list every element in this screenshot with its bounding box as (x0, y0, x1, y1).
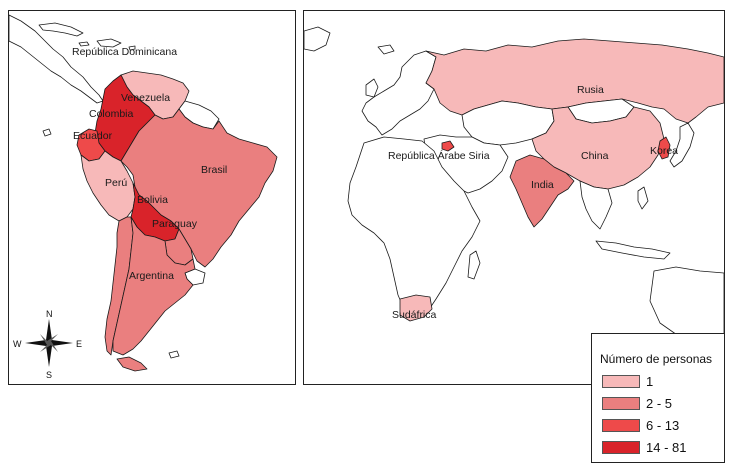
label-bolivia: Bolivia (137, 194, 168, 206)
legend-row-4: 14 - 81 (602, 439, 687, 455)
caribbean-island-small (128, 45, 136, 51)
country-argentina (112, 216, 196, 356)
compass-nw-ray (40, 334, 49, 345)
uk-landmass (365, 78, 379, 98)
compass-rose: N S E W (13, 309, 82, 380)
label-dominican-republic: República Dominicana (72, 46, 177, 58)
compass-ne-ray (47, 334, 58, 343)
map-legend: Número de personas 1 2 - 5 6 - 13 14 - 8… (591, 333, 725, 463)
label-argentina: Argentina (129, 270, 174, 282)
falkland-islands (168, 350, 180, 359)
label-ecuador: Ecuador (73, 130, 113, 142)
legend-swatch-3 (602, 418, 640, 432)
country-south-africa (399, 294, 433, 322)
legend-label-4: 14 - 81 (646, 439, 687, 455)
label-colombia: Colombia (89, 108, 134, 120)
japan-landmass (669, 122, 695, 168)
legend-row-2: 2 - 5 (602, 395, 673, 411)
legend-row-1: 1 (602, 373, 654, 389)
compass-s-label: S (46, 370, 52, 380)
southeast-asia-landmass (579, 180, 613, 230)
country-china (531, 106, 665, 190)
south-america-map: República Dominicana Venezuela Colombia … (8, 10, 296, 385)
compass-n-label: N (46, 309, 53, 319)
label-paraguay: Paraguay (152, 218, 198, 230)
caribbean-island-cuba (38, 22, 84, 37)
philippines-islands (637, 186, 649, 210)
indonesia-islands (595, 240, 671, 260)
compass-se-ray (49, 341, 58, 352)
compass-south-arrow (46, 343, 52, 367)
iceland-landmass (377, 44, 395, 55)
compass-w-label: W (13, 339, 22, 349)
country-syria (441, 140, 455, 152)
legend-title: Número de personas (600, 352, 713, 366)
compass-west-arrow (25, 340, 49, 346)
central-america-landmass (9, 14, 104, 104)
legend-row-3: 6 - 13 (602, 417, 680, 433)
south-america-svg: República Dominicana Venezuela Colombia … (9, 14, 278, 380)
country-russia (425, 38, 724, 124)
legend-swatch-1 (602, 374, 640, 388)
legend-label-3: 6 - 13 (646, 417, 680, 433)
caribbean-island-hispaniola (96, 38, 122, 48)
compass-north-arrow (46, 319, 52, 343)
country-korea (657, 136, 671, 160)
legend-swatch-4 (602, 440, 640, 454)
label-syria: República Árabe Siria (388, 149, 490, 162)
label-china: China (581, 150, 609, 162)
legend-swatch-2 (602, 396, 640, 410)
label-brazil: Brasil (201, 164, 227, 176)
country-brazil (120, 108, 278, 268)
madagascar-landmass (467, 250, 481, 280)
tierra-del-fuego (116, 356, 148, 372)
compass-sw-ray (40, 343, 51, 352)
label-korea: Korea (650, 145, 678, 157)
greenland-landmass (304, 26, 331, 52)
legend-label-1: 1 (646, 373, 654, 389)
label-south-africa: Sudáfrica (392, 309, 437, 321)
compass-east-arrow (49, 340, 73, 346)
galapagos-islands (42, 128, 52, 137)
compass-e-label: E (76, 339, 82, 349)
caribbean-island-jamaica (78, 41, 90, 47)
label-peru: Perú (105, 177, 127, 189)
world-map-svg: Rusia China Korea India República Árabe … (304, 26, 724, 346)
legend-label-2: 2 - 5 (646, 395, 673, 411)
world-map: Rusia China Korea India República Árabe … (303, 10, 725, 385)
label-india: India (531, 179, 554, 191)
label-russia: Rusia (577, 84, 604, 96)
africa-landmass (347, 136, 481, 316)
label-venezuela: Venezuela (121, 92, 170, 104)
country-india (509, 154, 575, 228)
